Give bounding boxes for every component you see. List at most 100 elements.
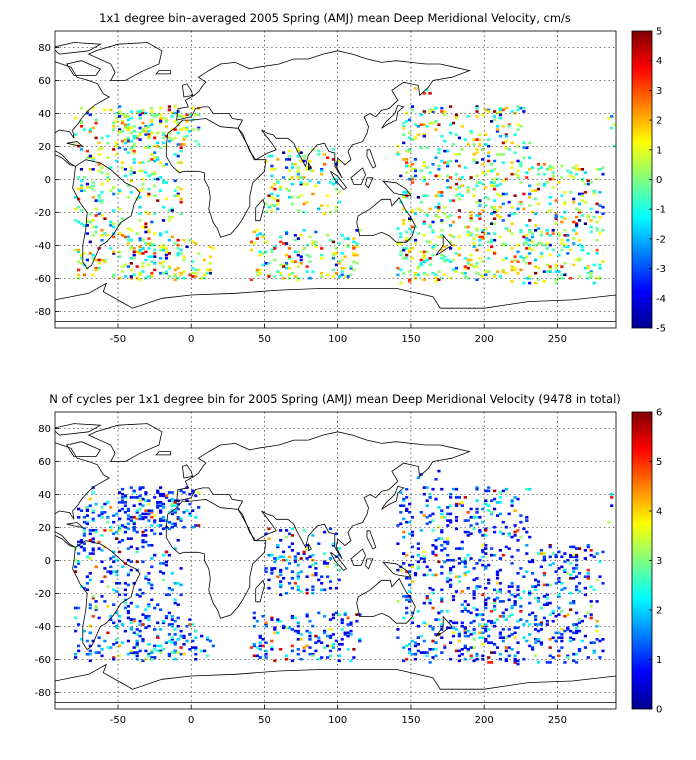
bin-cell — [120, 623, 125, 626]
bin-cell — [264, 240, 268, 244]
bin-cell — [279, 187, 283, 191]
bin-cell — [542, 552, 546, 555]
bin-cell — [150, 243, 154, 247]
coastline-sumatra — [330, 551, 348, 571]
bin-cell — [539, 628, 543, 631]
bin-cell — [472, 596, 476, 600]
bin-cell — [188, 633, 192, 636]
bin-cell — [422, 234, 426, 237]
bin-cell — [94, 225, 98, 229]
bin-cell — [129, 275, 133, 278]
bin-cell — [434, 194, 438, 197]
bin-cell — [126, 605, 130, 608]
bin-cell — [498, 194, 502, 197]
bin-cell — [264, 624, 268, 628]
bin-cell — [287, 149, 292, 153]
bin-cell — [118, 276, 122, 280]
bin-cell — [586, 611, 590, 615]
bin-cell — [273, 187, 277, 191]
bin-cell — [428, 121, 432, 125]
bin-cell — [311, 563, 315, 567]
bin-cell — [126, 537, 130, 540]
bin-cell — [443, 560, 447, 564]
bin-cell — [126, 509, 130, 512]
bin-cell — [188, 238, 192, 242]
bin-cell — [123, 582, 127, 585]
bin-cell — [118, 232, 122, 235]
bin-cell — [405, 230, 409, 234]
bin-cell — [273, 631, 277, 635]
bin-cell — [431, 656, 435, 659]
bin-cell — [528, 196, 532, 199]
bin-cell — [141, 591, 145, 595]
bin-cell — [126, 517, 130, 521]
bin-cell — [285, 263, 289, 267]
bin-cell — [498, 116, 502, 120]
bin-cell — [355, 613, 359, 616]
bin-cell — [147, 187, 151, 191]
bin-cell — [156, 649, 160, 653]
bin-cell — [167, 266, 171, 270]
bin-cell — [267, 205, 271, 209]
bin-cell — [317, 636, 321, 639]
bin-cell — [536, 639, 541, 643]
bin-cell — [449, 619, 453, 623]
bin-cell — [548, 270, 552, 273]
bin-cell — [100, 648, 104, 651]
bin-cell — [501, 153, 505, 156]
bin-cell — [586, 266, 590, 270]
bin-cell — [595, 168, 599, 171]
bin-cell — [522, 636, 526, 639]
bin-cell — [490, 499, 494, 502]
bin-cell — [261, 615, 265, 618]
bin-cell — [159, 116, 163, 120]
bin-cell — [161, 271, 166, 275]
bin-cell — [548, 563, 552, 567]
bin-cell — [484, 502, 488, 506]
bin-cell — [487, 159, 491, 163]
bin-cell — [144, 540, 148, 544]
bin-cell — [451, 634, 456, 638]
bin-cell — [77, 507, 81, 511]
bin-cell — [337, 578, 341, 582]
bin-cell — [197, 143, 201, 146]
bin-cell — [528, 590, 532, 593]
bin-cell — [323, 615, 327, 618]
coastline-philippines — [366, 530, 377, 550]
bin-cell — [167, 491, 171, 494]
bin-cell — [528, 560, 532, 564]
bin-cell — [156, 141, 160, 145]
bin-cell — [542, 172, 546, 176]
bin-cell — [97, 651, 101, 654]
bin-cell — [138, 514, 142, 517]
bin-cell — [138, 588, 142, 592]
bin-cell — [498, 106, 502, 110]
bin-cell — [408, 248, 412, 252]
bin-cell — [469, 131, 473, 135]
bin-cell — [147, 275, 151, 278]
bin-cell — [472, 159, 476, 163]
bin-cell — [563, 191, 567, 194]
bin-cell — [261, 263, 265, 267]
bin-cell — [425, 166, 429, 169]
bin-cell — [522, 110, 526, 113]
bin-cell — [208, 271, 212, 275]
bin-cell — [510, 205, 514, 209]
bin-cell — [580, 214, 584, 217]
bin-cell — [493, 525, 497, 529]
bin-cell — [516, 585, 520, 588]
bin-cell — [460, 504, 464, 507]
bin-cell — [109, 557, 113, 560]
bin-cell — [285, 529, 289, 532]
bin-cell — [138, 634, 142, 638]
bin-cell — [132, 171, 136, 174]
bin-cell — [560, 588, 564, 592]
bin-cell — [77, 220, 81, 224]
bin-cell — [566, 238, 570, 242]
bin-cell — [299, 557, 303, 560]
bin-cell — [472, 590, 476, 593]
bin-cell — [534, 189, 538, 192]
bin-cell — [434, 618, 438, 621]
bin-cell — [120, 270, 125, 273]
bin-cell — [173, 657, 177, 661]
